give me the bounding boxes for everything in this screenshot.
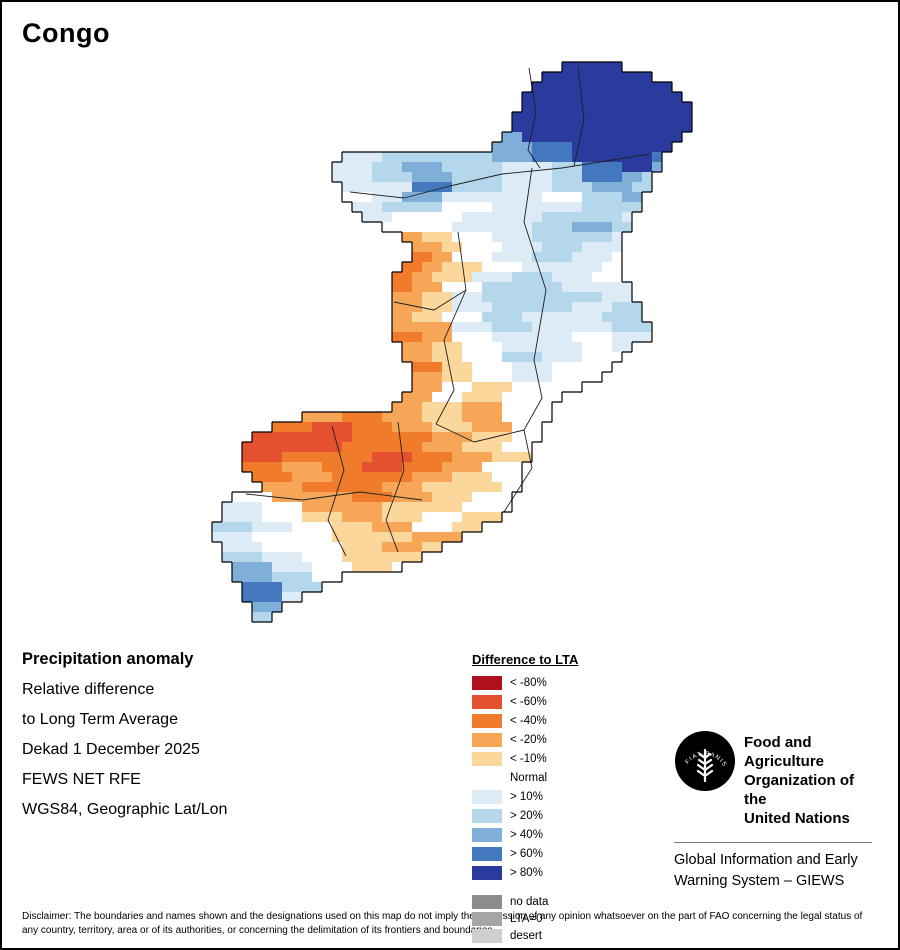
legend-swatch — [472, 827, 502, 842]
legend-swatch — [472, 732, 502, 747]
info-line: FEWS NET RFE — [22, 771, 141, 788]
legend-label: < -20% — [510, 733, 547, 746]
fao-org-name: Food and Agriculture Organization of the U… — [744, 730, 880, 828]
admin-boundaries — [245, 65, 651, 557]
legend-label: no data — [510, 895, 549, 908]
info-lines: Relative difference to Long Term Average D… — [22, 681, 227, 831]
wheat-icon — [696, 748, 714, 783]
legend-swatch — [472, 789, 502, 804]
legend-title: Difference to LTA — [472, 652, 579, 667]
page-title: Congo — [22, 18, 110, 48]
legend-item: no data — [472, 893, 652, 910]
fao-logo-icon: FIAT PANIS — [675, 731, 735, 791]
info-block: Precipitation anomaly Relative differenc… — [22, 650, 227, 831]
legend-label: > 40% — [510, 828, 543, 841]
info-line: Dekad 1 December 2025 — [22, 741, 200, 758]
legend-item: < -60% — [472, 692, 652, 711]
country-outline — [211, 61, 693, 623]
legend-item: > 10% — [472, 787, 652, 806]
legend-item: < -20% — [472, 730, 652, 749]
legend-swatch — [472, 808, 502, 823]
info-line: Relative difference — [22, 681, 155, 698]
disclaimer-text: Disclaimer: The boundaries and names sho… — [22, 911, 863, 936]
legend-label: > 10% — [510, 790, 543, 803]
legend-swatch — [472, 694, 502, 709]
legend-label: > 60% — [510, 847, 543, 860]
legend-label: desert — [510, 929, 542, 942]
legend-label: < -80% — [510, 676, 547, 689]
info-line: WGS84, Geographic Lat/Lon — [22, 801, 228, 818]
legend-swatch — [472, 846, 502, 861]
legend-swatch — [472, 770, 502, 785]
legend-item: < -40% — [472, 711, 652, 730]
legend-label: > 20% — [510, 809, 543, 822]
legend-item: < -80% — [472, 673, 652, 692]
legend-item: > 60% — [472, 844, 652, 863]
legend-swatch — [472, 675, 502, 690]
legend-swatch — [472, 894, 502, 909]
legend-item: > 40% — [472, 825, 652, 844]
legend-item: Normal — [472, 768, 652, 787]
giews-line: Warning System – GIEWS — [674, 873, 845, 889]
legend-swatch — [472, 713, 502, 728]
info-heading: Precipitation anomaly — [22, 650, 194, 668]
legend-swatch — [472, 928, 502, 943]
legend: Difference to LTA < -80% < -60% < -40% < -2… — [472, 652, 652, 944]
legend-extra-items: no data LTA=0 desert — [472, 893, 652, 944]
legend-label: < -60% — [510, 695, 547, 708]
legend-label: Normal — [510, 771, 548, 784]
legend-label: < -10% — [510, 752, 547, 765]
fao-block: FIAT PANIS Food and Agriculture Organizat… — [674, 730, 880, 892]
legend-item: desert — [472, 927, 652, 944]
info-line: to Long Term Average — [22, 711, 178, 728]
legend-swatch — [472, 751, 502, 766]
legend-items: < -80% < -60% < -40% < -20% < -10% Normal > 10… — [472, 673, 652, 882]
legend-swatch — [472, 911, 502, 926]
legend-swatch — [472, 865, 502, 880]
giews-line: Global Information and Early — [674, 852, 858, 868]
fao-org-line: Food and Agriculture — [744, 734, 825, 770]
legend-item: LTA=0 — [472, 910, 652, 927]
legend-label: < -40% — [510, 714, 547, 727]
legend-label: > 80% — [510, 866, 543, 879]
legend-item: < -10% — [472, 749, 652, 768]
country-raster — [212, 62, 692, 622]
legend-item: > 80% — [472, 863, 652, 882]
fao-org-line: United Nations — [744, 810, 850, 827]
legend-item: > 20% — [472, 806, 652, 825]
fao-logo-row: FIAT PANIS Food and Agriculture Organizat… — [674, 730, 880, 828]
legend-label: LTA=0 — [510, 912, 543, 925]
fao-org-line: Organization of the — [744, 772, 854, 808]
giews-text: Global Information and Early Warning Syst… — [674, 850, 880, 892]
fao-divider — [674, 842, 872, 843]
